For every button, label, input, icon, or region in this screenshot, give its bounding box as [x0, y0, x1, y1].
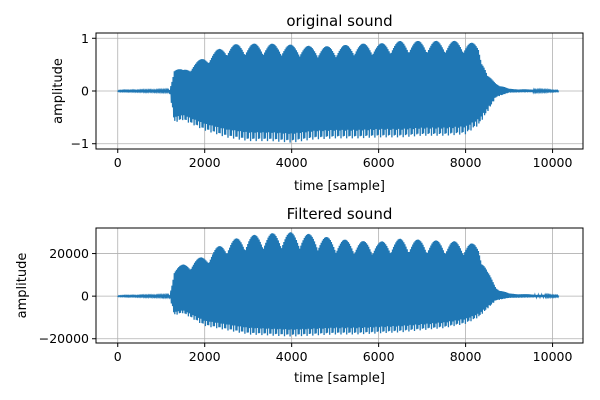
chart-title: original sound — [286, 12, 392, 30]
series-line — [117, 232, 560, 337]
x-tick-label: 10000 — [533, 349, 573, 364]
x-tick-label: 0 — [114, 155, 122, 170]
x-tick-label: 2000 — [189, 155, 221, 170]
x-axis-label: time [sample] — [294, 371, 385, 386]
x-tick-label: 8000 — [450, 155, 482, 170]
axes-frame — [95, 227, 584, 344]
x-tick-label: 4000 — [276, 349, 308, 364]
y-tick-label: 0 — [81, 289, 89, 304]
y-tick-label: 0 — [81, 84, 89, 99]
x-axis-label: time [sample] — [294, 179, 385, 194]
y-tick-label: −1 — [71, 136, 89, 151]
x-tick-label: 0 — [114, 349, 122, 364]
y-axis-label: amplitude — [15, 253, 30, 319]
y-tick-label: 1 — [81, 31, 89, 46]
y-axis-label: amplitude — [51, 58, 66, 124]
x-tick-label: 10000 — [533, 155, 573, 170]
x-tick-label: 6000 — [363, 155, 395, 170]
x-tick-label: 4000 — [276, 155, 308, 170]
y-tick-label: −20000 — [39, 331, 89, 346]
subplot-filtered-sound: 0 2000 4000 6000 8000 10000 −20000 0 20000 Filter… — [15, 205, 584, 386]
y-tick-label: 20000 — [49, 246, 89, 261]
chart-title: Filtered sound — [287, 205, 393, 223]
x-tick-label: 2000 — [189, 349, 221, 364]
series-line — [117, 40, 560, 143]
subplot-original-sound: 0 2000 4000 6000 8000 10000 −1 0 1 original sound… — [51, 12, 584, 194]
x-tick-label: 8000 — [450, 349, 482, 364]
x-tick-label: 6000 — [363, 349, 395, 364]
